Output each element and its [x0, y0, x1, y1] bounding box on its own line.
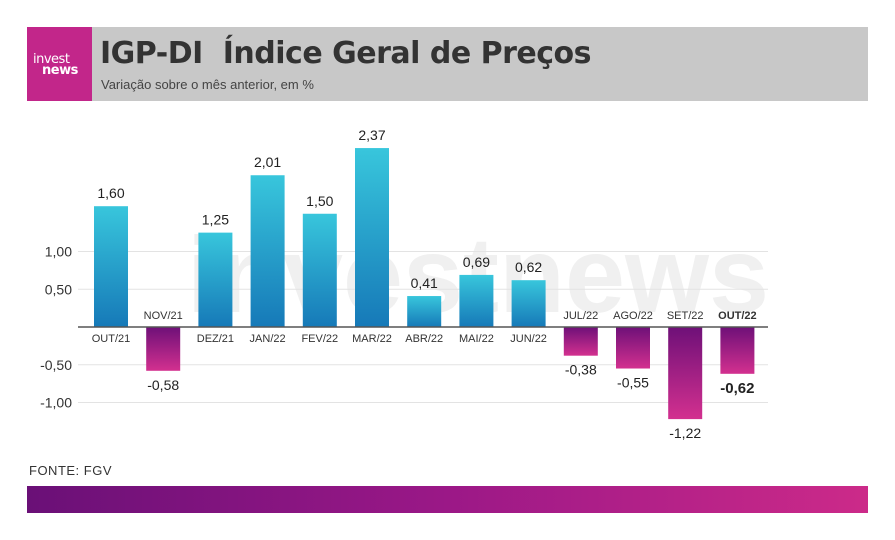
category-label: MAR/22	[352, 333, 392, 345]
labels: 1,00 0,50 -0,50 -1,00 1,60 OUT/21 -0,58 NOV/21 1…	[40, 127, 757, 441]
bar	[302, 213, 337, 327]
bar-value-label: 1,50	[306, 193, 333, 209]
bar	[616, 327, 650, 369]
y-tick-label: 1,00	[45, 244, 72, 260]
y-tick-label: -1,00	[40, 395, 72, 411]
chart-subtitle: Variação sobre o mês anterior, em %	[101, 77, 314, 92]
bar-value-label: 1,60	[97, 185, 124, 201]
category-label: JAN/22	[250, 333, 286, 345]
category-label: JUN/22	[510, 333, 547, 345]
footer-gradient-bar	[27, 486, 868, 513]
chart-title-name: Índice Geral de Preços	[222, 36, 592, 71]
bar	[668, 327, 703, 420]
source-note: FONTE: FGV	[29, 463, 112, 478]
chart-title-code: IGP-DI	[100, 36, 203, 71]
category-label: OUT/21	[92, 333, 131, 345]
category-label: ABR/22	[405, 333, 443, 345]
category-label: AGO/22	[613, 310, 653, 322]
bar-value-label: 1,25	[202, 212, 229, 228]
logo-text-news: news	[42, 63, 78, 78]
bar	[563, 327, 598, 356]
bar-value-label: 0,41	[411, 275, 438, 291]
bar-value-label: -0,58	[147, 377, 179, 393]
bar-value-label: -1,22	[669, 425, 701, 441]
bar-value-label: 0,62	[515, 259, 542, 275]
bar-value-label: 2,37	[358, 127, 385, 143]
y-tick-label: 0,50	[45, 281, 72, 297]
bar-value-label: 2,01	[254, 154, 281, 170]
category-label: DEZ/21	[197, 333, 234, 345]
gridlines	[78, 251, 768, 403]
bar	[355, 148, 389, 327]
bar-value-label: -0,38	[565, 362, 597, 378]
bar	[407, 296, 442, 327]
bar	[146, 327, 181, 371]
category-label: NOV/21	[144, 310, 183, 322]
bar	[94, 206, 128, 327]
chart-header: invest news IGP-DI Índice Geral de Preços…	[27, 27, 868, 101]
category-label: OUT/22	[718, 310, 757, 322]
logo-text-invest: invest	[33, 52, 70, 67]
bar	[198, 232, 233, 327]
category-label: FEV/22	[301, 333, 338, 345]
bars	[94, 148, 755, 420]
category-label: JUL/22	[563, 310, 598, 322]
bar	[459, 274, 494, 327]
bar-value-label: -0,55	[617, 375, 649, 391]
chart-title: IGP-DI Índice Geral de Preços	[100, 36, 592, 71]
category-label: SET/22	[667, 310, 704, 322]
investnews-logo: invest news	[27, 27, 92, 101]
bar-value-label: 0,69	[463, 254, 490, 270]
bar	[720, 327, 755, 374]
bar-value-label: -0,62	[720, 380, 754, 397]
y-tick-label: -0,50	[40, 357, 72, 373]
bar	[511, 280, 546, 327]
category-label: MAI/22	[459, 333, 494, 345]
bar	[250, 175, 285, 327]
